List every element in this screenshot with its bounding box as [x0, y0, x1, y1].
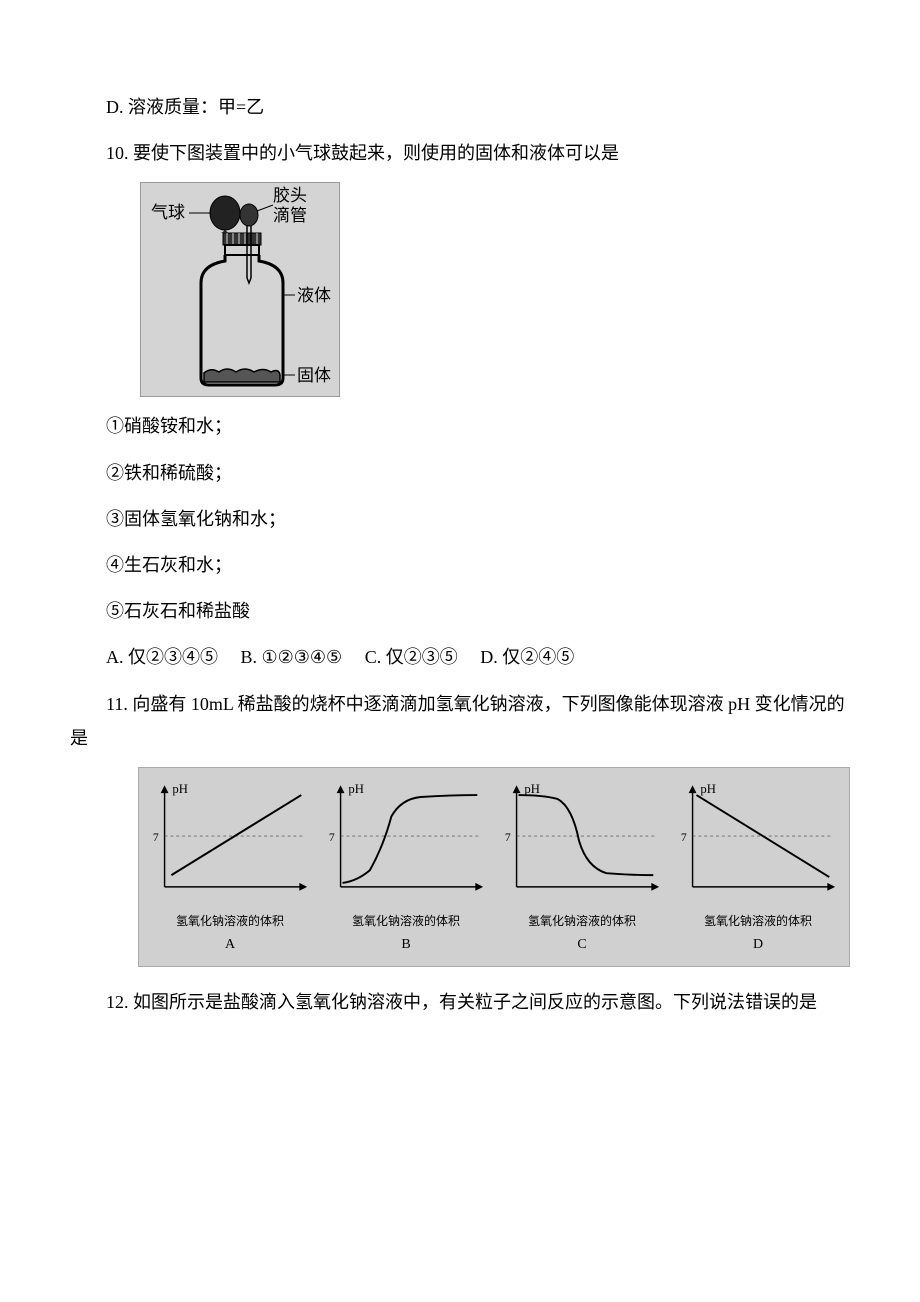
chart-b-svg: pH 7: [323, 776, 489, 901]
svg-text:7: 7: [681, 831, 687, 844]
label-solid: 固体: [297, 366, 331, 385]
q10-item-4: ④生石灰和水；: [70, 548, 850, 582]
chart-a-svg: pH 7: [147, 776, 313, 901]
svg-text:7: 7: [505, 831, 511, 844]
q10-item-2: ②铁和稀硫酸；: [70, 456, 850, 490]
chart-d-letter: D: [675, 932, 841, 959]
label-rubber: 胶头: [273, 186, 307, 205]
q10-stem: 10. 要使下图装置中的小气球鼓起来，则使用的固体和液体可以是: [70, 136, 850, 170]
svg-text:pH: pH: [172, 782, 188, 796]
svg-text:滴管: 滴管: [273, 206, 307, 225]
q11-stem: 11. 向盛有 10mL 稀盐酸的烧杯中逐滴滴加氢氧化钠溶液，下列图像能体现溶液…: [70, 687, 850, 755]
q10-item-3: ③固体氢氧化钠和水；: [70, 502, 850, 536]
charts-row: pH 7 氢氧化钠溶液的体积 A pH 7 氢氧化钠溶液的体积 B: [138, 767, 850, 967]
q10-options: A. 仅②③④⑤ B. ①②③④⑤ C. 仅②③⑤ D. 仅②④⑤: [70, 640, 850, 674]
bottle-svg: 气球 胶头 滴管 液体 固体: [141, 183, 341, 398]
chart-c-xlabel: 氢氧化钠溶液的体积: [499, 914, 665, 930]
label-liquid: 液体: [297, 286, 331, 305]
chart-a-xlabel: 氢氧化钠溶液的体积: [147, 914, 313, 930]
chart-c: pH 7 氢氧化钠溶液的体积 C: [499, 776, 665, 958]
q10-option-d: D. 仅②④⑤: [480, 647, 574, 667]
q10-option-c: C. 仅②③⑤: [365, 647, 458, 667]
svg-text:7: 7: [153, 831, 159, 844]
chart-a-letter: A: [147, 932, 313, 959]
q10-option-a: A. 仅②③④⑤: [106, 647, 218, 667]
q12-stem: 12. 如图所示是盐酸滴入氢氧化钠溶液中，有关粒子之间反应的示意图。下列说法错误…: [70, 985, 850, 1019]
charts-container: pH 7 氢氧化钠溶液的体积 A pH 7 氢氧化钠溶液的体积 B: [138, 767, 850, 967]
svg-text:pH: pH: [524, 782, 540, 796]
bottle-diagram-container: 气球 胶头 滴管 液体 固体: [140, 182, 850, 397]
q10-option-b: B. ①②③④⑤: [241, 647, 343, 667]
svg-text:7: 7: [329, 831, 335, 844]
chart-b: pH 7 氢氧化钠溶液的体积 B: [323, 776, 489, 958]
chart-d: pH 7 氢氧化钠溶液的体积 D: [675, 776, 841, 958]
chart-c-svg: pH 7: [499, 776, 665, 901]
chart-b-letter: B: [323, 932, 489, 959]
chart-a: pH 7 氢氧化钠溶液的体积 A: [147, 776, 313, 958]
chart-d-xlabel: 氢氧化钠溶液的体积: [675, 914, 841, 930]
q10-item-5: ⑤石灰石和稀盐酸: [70, 594, 850, 628]
q10-item-1: ①硝酸铵和水；: [70, 409, 850, 443]
chart-b-xlabel: 氢氧化钠溶液的体积: [323, 914, 489, 930]
svg-text:pH: pH: [700, 782, 716, 796]
bottle-diagram: 气球 胶头 滴管 液体 固体: [140, 182, 340, 397]
label-balloon: 气球: [151, 203, 185, 222]
q9-option-d: D. 溶液质量：甲=乙: [70, 90, 850, 124]
chart-c-letter: C: [499, 932, 665, 959]
svg-text:pH: pH: [348, 782, 364, 796]
chart-d-svg: pH 7: [675, 776, 841, 901]
